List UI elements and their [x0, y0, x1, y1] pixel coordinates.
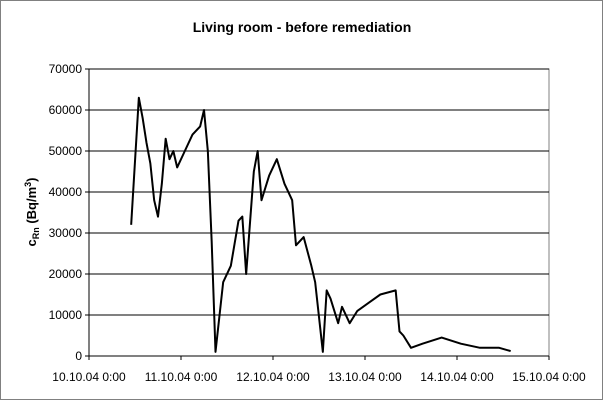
y-tick-label: 60000: [49, 103, 83, 117]
chart-title: Living room - before remediation: [193, 19, 412, 35]
y-label-part: ): [24, 177, 39, 181]
y-tick-label: 70000: [49, 62, 83, 76]
y-label-part: c: [24, 239, 39, 246]
x-tick-label: 12.10.04 0:00: [236, 370, 310, 384]
y-label-sup: 3: [23, 182, 33, 187]
x-tick-label: 14.10.04 0:00: [420, 370, 494, 384]
y-tick-label: 10000: [49, 308, 83, 322]
x-tick-label: 10.10.04 0:00: [52, 370, 126, 384]
y-tick-label: 0: [75, 349, 82, 363]
x-tick-label: 13.10.04 0:00: [328, 370, 402, 384]
y-tick-label: 40000: [49, 185, 83, 199]
y-axis-label: cRn (Bq/m3): [23, 177, 41, 246]
y-tick-label: 20000: [49, 267, 83, 281]
data-line: [130, 96, 511, 353]
x-tick-label: 15.10.04 0:00: [512, 370, 586, 384]
y-tick-label: 50000: [49, 144, 83, 158]
x-tick-label: 11.10.04 0:00: [145, 370, 218, 384]
y-label-sub: Rn: [31, 227, 41, 239]
y-label-part: (Bq/m: [24, 187, 39, 227]
y-tick-label: 30000: [49, 226, 83, 240]
